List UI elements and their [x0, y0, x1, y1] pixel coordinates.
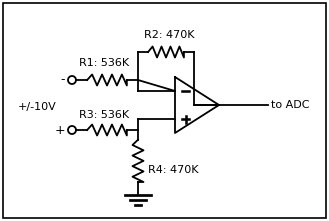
Text: R1: 536K: R1: 536K [79, 58, 129, 68]
Text: R2: 470K: R2: 470K [143, 30, 194, 40]
Text: R3: 536K: R3: 536K [79, 110, 129, 120]
Text: to ADC: to ADC [271, 100, 310, 110]
Text: R4: 470K: R4: 470K [148, 165, 198, 175]
Text: +: + [54, 124, 65, 137]
Text: +/-10V: +/-10V [18, 102, 57, 112]
Text: -: - [61, 74, 65, 86]
